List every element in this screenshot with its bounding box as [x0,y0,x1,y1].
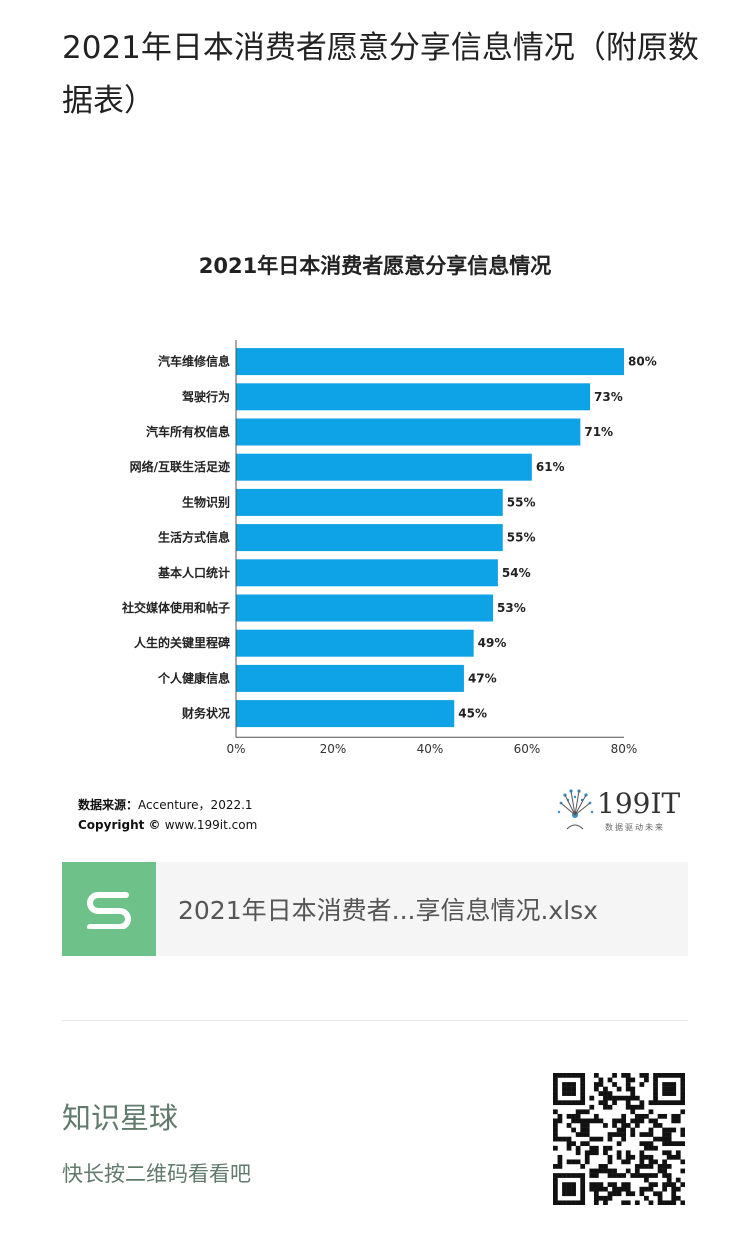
bar [236,700,455,728]
category-label: 生活方式信息 [158,530,230,545]
data-label: 73% [594,390,623,404]
category-label: 基本人口统计 [157,565,230,580]
x-tick-label: 20% [320,742,347,756]
file-attachment-card[interactable]: 2021年日本消费者...享信息情况.xlsx [62,862,688,956]
category-label: 人生的关键里程碑 [134,635,230,650]
data-label: 47% [468,671,497,685]
x-tick-label: 0% [226,742,245,756]
data-label: 55% [507,495,536,509]
data-label: 53% [497,601,526,615]
copyright-text: www.199it.com [164,818,258,832]
bar [236,453,532,481]
file-name: 2021年日本消费者...享信息情况.xlsx [178,896,598,925]
brand-name: 199IT [597,787,681,820]
brand-tagline: 数据驱动未来 [605,823,665,832]
bar [236,594,494,622]
source-text: Accenture，2022.1 [138,798,253,812]
category-label: 汽车所有权信息 [146,424,230,439]
x-tick-label: 40% [417,742,444,756]
article-title: 2021年日本消费者愿意分享信息情况（附原数据表） [62,30,699,119]
category-label: 网络/互联生活足迹 [130,459,230,474]
data-label: 61% [536,460,565,474]
planet-title: 知识星球 [62,1101,179,1135]
brand-logo: 199IT 数据驱动未来 [553,785,693,835]
data-label: 71% [584,425,613,439]
bar [236,524,503,552]
category-label: 财务状况 [181,706,230,721]
bar [236,664,464,692]
bar [236,488,503,516]
chart-title: 2021年日本消费者愿意分享信息情况 [198,254,552,278]
bar-chart: 汽车维修信息 80% 驾驶行为 73% 汽车所有权信息 71% 网络/互联生活足迹 61% 生物… [121,340,657,756]
bar [236,383,591,411]
x-tick-label: 80% [611,742,638,756]
data-label: 80% [628,355,657,369]
bar [236,629,474,657]
data-label: 49% [478,636,507,650]
source-label: 数据来源： [78,798,139,812]
divider [62,1020,688,1021]
spreadsheet-s-icon [62,862,156,956]
bar [236,559,498,587]
data-source: 数据来源：Accenture，2022.1 Copyright © www.19… [78,795,257,835]
data-label: 54% [502,566,531,580]
category-label: 生物识别 [182,494,230,509]
qr-code-icon[interactable] [553,1073,685,1205]
category-label: 社交媒体使用和帖子 [121,600,230,615]
data-label: 55% [507,531,536,545]
category-label: 驾驶行为 [181,389,230,404]
planet-subtitle: 快长按二维码看看吧 [62,1162,251,1186]
data-label: 45% [458,707,487,721]
bar [236,348,624,376]
x-tick-label: 60% [514,742,541,756]
copyright-label: Copyright © [78,818,161,832]
category-label: 个人健康信息 [157,670,230,685]
category-label: 汽车维修信息 [158,354,230,369]
bar [236,418,581,446]
dandelion-logo-icon [557,789,594,830]
